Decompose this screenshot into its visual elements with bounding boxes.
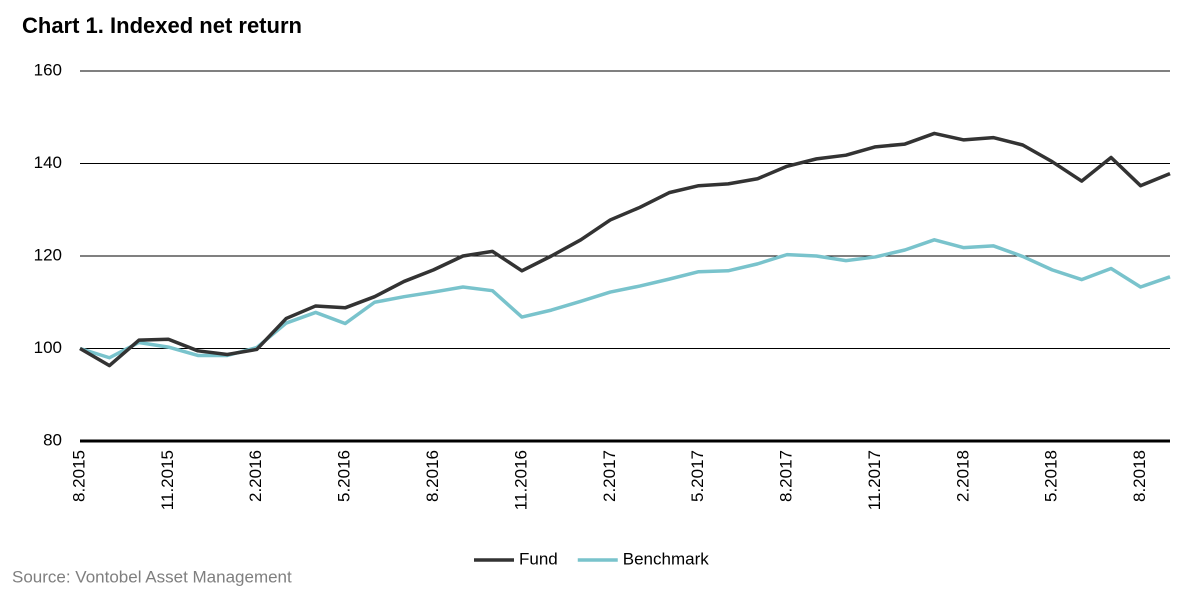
x-tick-label: 5.2018 [1042, 450, 1061, 502]
legend-label: Fund [519, 549, 558, 568]
data-line [79, 131, 1171, 368]
x-tick-label: 8.2018 [1130, 450, 1149, 502]
x-tick-label: 2.2017 [600, 450, 619, 502]
x-tick-label: 8.2016 [423, 450, 442, 502]
x-tick-label: 8.2017 [777, 450, 796, 502]
x-tick-label: 2.2018 [953, 450, 972, 502]
x-tick-label: 11.2016 [511, 450, 530, 510]
y-tick-label: 160 [34, 60, 62, 79]
x-tick-label: 8.2015 [69, 450, 88, 502]
y-tick-label: 100 [34, 338, 62, 357]
y-tick-label: 120 [34, 245, 62, 264]
legend-label: Benchmark [623, 549, 709, 568]
x-tick-label: 2.2016 [246, 450, 265, 502]
y-tick-label: 140 [34, 153, 62, 172]
x-tick-label: 5.2017 [688, 450, 707, 502]
x-tick-label: 11.2015 [158, 450, 177, 510]
chart-title: Chart 1. Indexed net return [22, 13, 302, 38]
x-tick-label: 5.2016 [335, 450, 354, 502]
x-tick-label: 11.2017 [865, 450, 884, 510]
source-note: Source: Vontobel Asset Management [12, 567, 292, 586]
y-tick-label: 80 [43, 430, 62, 449]
data-line [79, 238, 1171, 360]
